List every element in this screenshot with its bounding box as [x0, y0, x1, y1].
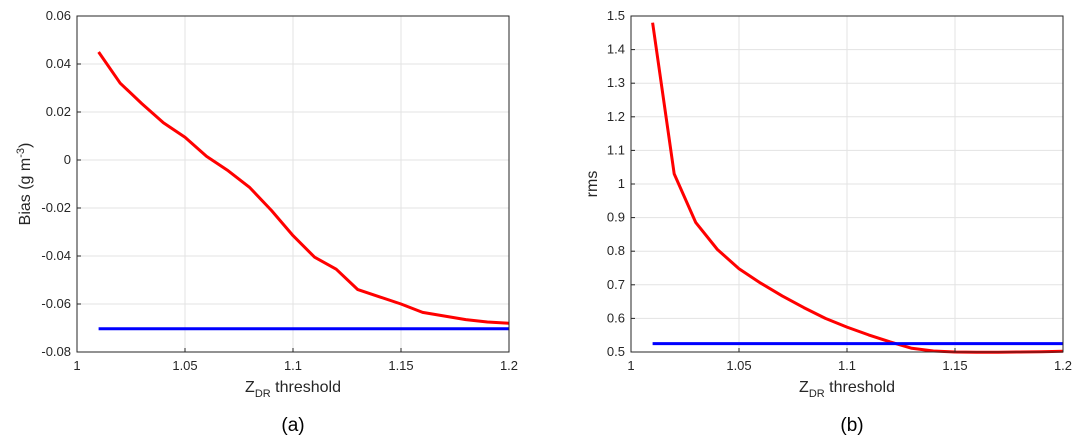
x-tick-label: 1.05 [726, 358, 751, 373]
y-tick-label: -0.04 [41, 248, 71, 263]
x-tick-label: 1.05 [172, 358, 197, 373]
x-tick-label: 1.2 [500, 358, 518, 373]
y-tick-label: -0.06 [41, 296, 71, 311]
series-a [97, 51, 510, 331]
x-tick-label: 1 [627, 358, 634, 373]
y-tick-label: 1.4 [607, 42, 625, 57]
grid-b [631, 16, 1063, 352]
panel-label-a: (a) [281, 415, 304, 436]
y-tick-label: 0.02 [46, 104, 71, 119]
series-b [651, 22, 1064, 354]
grid-a [77, 16, 509, 352]
y-tick-label: 0.5 [607, 344, 625, 359]
x-ticks-a: 1 1.05 1.1 1.15 1.2 [73, 348, 518, 373]
y-tick-label: 0.6 [607, 310, 625, 325]
x-tick-label: 1.15 [942, 358, 967, 373]
y-tick-label: 1.2 [607, 109, 625, 124]
x-tick-label: 1.1 [284, 358, 302, 373]
chart-a: 1 1.05 1.1 1.15 1.2 0.06 0.04 0.02 0 -0.02 -0.04 -… [15, 8, 518, 436]
panel-label-b: (b) [840, 415, 863, 436]
x-axis-label-a: ZDR threshold [245, 379, 341, 400]
y-tick-label: 1.3 [607, 75, 625, 90]
y-ticks-b: 1.5 1.4 1.3 1.2 1.1 1 0.9 0.8 0.7 0.6 0.5 [607, 8, 635, 359]
y-axis-label-a: Bias (g m-3) [15, 143, 34, 226]
y-axis-label-b: rms [584, 171, 601, 198]
red-series-line [97, 51, 510, 325]
y-tick-label: -0.02 [41, 200, 71, 215]
y-tick-label: -0.08 [41, 344, 71, 359]
y-tick-label: 0.7 [607, 277, 625, 292]
chart-b: 1 1.05 1.1 1.15 1.2 1.5 1.4 1.3 1.2 1.1 1 0.9 0.8 0.… [584, 8, 1072, 436]
y-tick-label: 0.8 [607, 243, 625, 258]
x-axis-label-b: ZDR threshold [799, 379, 895, 400]
y-tick-label: 1.5 [607, 8, 625, 23]
y-tick-label: 1 [618, 176, 625, 191]
red-series-line [651, 22, 1064, 354]
y-ticks-a: 0.06 0.04 0.02 0 -0.02 -0.04 -0.06 -0.08 [41, 8, 81, 359]
x-tick-label: 1 [73, 358, 80, 373]
y-tick-label: 0.06 [46, 8, 71, 23]
x-tick-label: 1.15 [388, 358, 413, 373]
x-tick-label: 1.1 [838, 358, 856, 373]
y-tick-label: 0.04 [46, 56, 71, 71]
y-tick-label: 0 [64, 152, 71, 167]
x-ticks-b: 1 1.05 1.1 1.15 1.2 [627, 348, 1072, 373]
y-tick-label: 1.1 [607, 142, 625, 157]
x-tick-label: 1.2 [1054, 358, 1072, 373]
y-tick-label: 0.9 [607, 210, 625, 225]
